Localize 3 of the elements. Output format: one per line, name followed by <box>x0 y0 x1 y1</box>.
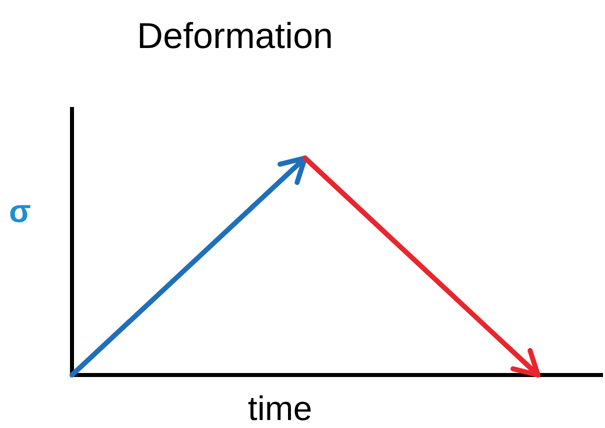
y-axis-title: σ <box>9 193 32 229</box>
chart-title: Deformation <box>136 15 334 56</box>
x-axis-title: time <box>248 390 312 428</box>
